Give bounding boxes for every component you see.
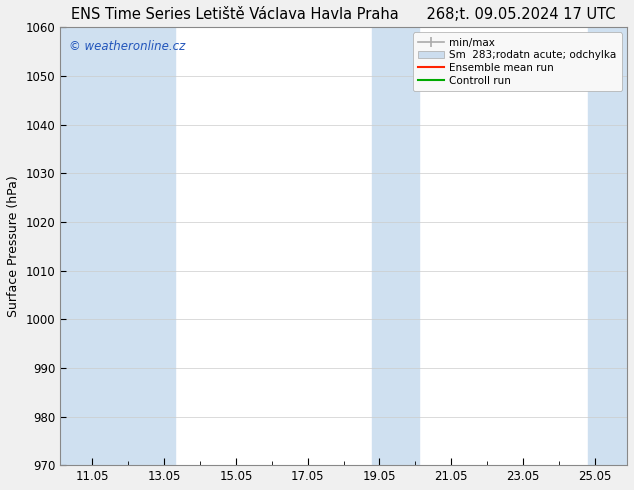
Bar — [372, 27, 419, 465]
Bar — [588, 27, 627, 465]
Text: © weatheronline.cz: © weatheronline.cz — [68, 40, 185, 53]
Legend: min/max, Sm  283;rodatn acute; odchylka, Ensemble mean run, Controll run: min/max, Sm 283;rodatn acute; odchylka, … — [413, 32, 622, 91]
Bar — [60, 27, 175, 465]
Title: ENS Time Series Letiště Václava Havla Praha      268;t. 09.05.2024 17 UTC: ENS Time Series Letiště Václava Havla Pr… — [72, 7, 616, 22]
Y-axis label: Surface Pressure (hPa): Surface Pressure (hPa) — [7, 175, 20, 317]
